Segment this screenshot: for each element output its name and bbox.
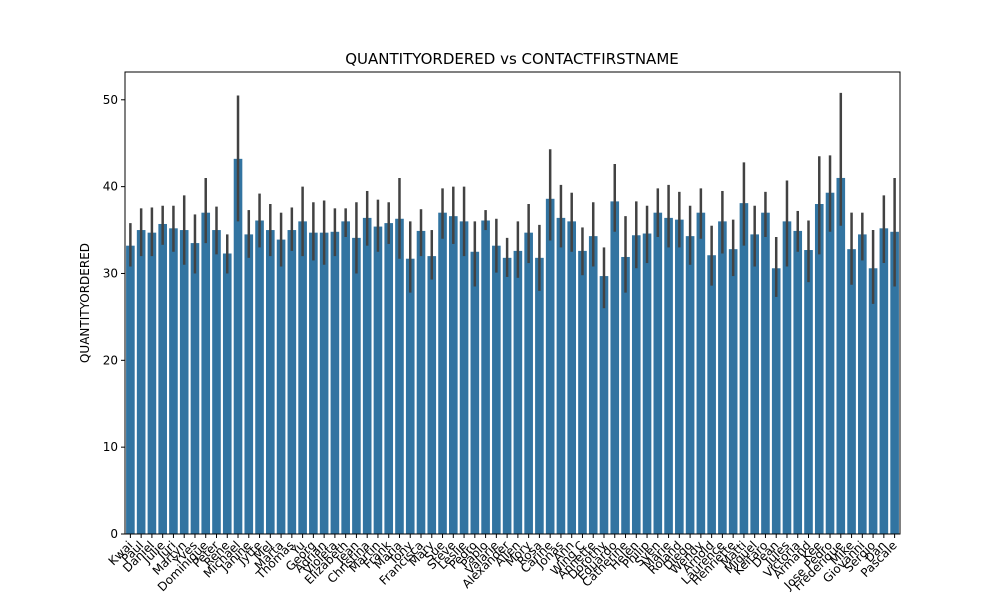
- bar: [610, 201, 620, 535]
- bar: [675, 219, 684, 534]
- bar: [222, 253, 232, 534]
- bar: [405, 258, 415, 534]
- bar: [707, 255, 716, 534]
- bar: [621, 256, 630, 534]
- chart-title: QUANTITYORDERED vs CONTACTFIRSTNAME: [345, 50, 679, 68]
- bar: [330, 231, 340, 534]
- y-tick-label: 30: [103, 266, 118, 280]
- bar: [255, 220, 264, 534]
- bar: [287, 230, 297, 535]
- bar: [814, 204, 824, 534]
- y-tick-label: 20: [103, 353, 118, 367]
- y-tick-label: 50: [103, 93, 118, 107]
- bar: [653, 212, 663, 534]
- bar: [266, 230, 275, 535]
- bar: [868, 268, 878, 534]
- bar: [448, 216, 458, 534]
- bar: [664, 217, 673, 535]
- bar: [545, 198, 555, 534]
- bar: [890, 231, 899, 534]
- bar: [481, 220, 490, 534]
- bar: [158, 223, 167, 534]
- bar: [718, 221, 727, 535]
- bar: [631, 235, 641, 534]
- bar: [847, 249, 856, 534]
- bar: [513, 250, 523, 535]
- bar: [201, 212, 211, 534]
- bar: [179, 230, 189, 535]
- bar: [879, 228, 889, 534]
- bar: [599, 276, 609, 534]
- bar: [438, 212, 447, 534]
- bar: [696, 212, 706, 534]
- bar: [169, 228, 178, 534]
- bar: [190, 243, 200, 534]
- bar: [470, 251, 480, 534]
- bar: [836, 177, 846, 534]
- bar: [535, 257, 544, 534]
- bar: [319, 232, 329, 534]
- bar: [739, 203, 749, 534]
- bar: [804, 250, 813, 535]
- bar: [341, 221, 350, 535]
- bar: [298, 221, 307, 535]
- y-axis-label: QUANTITYORDERED: [78, 243, 92, 363]
- bar: [588, 236, 598, 534]
- bar: [825, 192, 835, 535]
- y-tick-label: 0: [110, 527, 118, 541]
- bar: [858, 234, 867, 535]
- bar: [362, 217, 372, 535]
- bar: [136, 230, 146, 535]
- bar: [416, 230, 426, 534]
- bar: [384, 223, 394, 534]
- bar: [642, 233, 652, 535]
- bar: [459, 221, 469, 535]
- bar: [524, 232, 533, 534]
- bar: [352, 237, 361, 535]
- y-tick-label: 10: [103, 440, 118, 454]
- bar: [793, 230, 803, 534]
- bar: [567, 221, 577, 535]
- bar: [309, 232, 318, 534]
- bar: [782, 221, 792, 535]
- bar: [556, 217, 566, 535]
- bar: [126, 245, 135, 534]
- bar: [502, 257, 512, 534]
- plot-frame: [124, 71, 901, 535]
- bar: [761, 212, 770, 534]
- bar: [427, 256, 437, 534]
- bar: [492, 245, 501, 534]
- bar: [373, 226, 383, 534]
- y-tick-label: 40: [103, 180, 118, 194]
- bar: [233, 158, 243, 534]
- bar: [244, 234, 254, 535]
- bar: [212, 230, 221, 535]
- bar: [395, 218, 404, 534]
- bar: [728, 249, 738, 534]
- bar: [771, 268, 781, 534]
- bar: [750, 234, 759, 535]
- bar: [147, 232, 157, 534]
- bar: [685, 236, 695, 534]
- bar: [578, 250, 587, 535]
- bar: [276, 239, 286, 534]
